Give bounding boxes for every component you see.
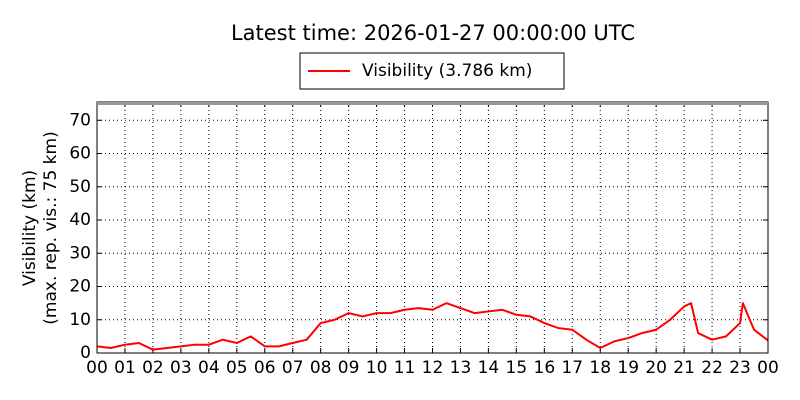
x-tick-label: 07	[282, 358, 304, 378]
y-tick-label: 10	[69, 310, 91, 330]
x-tick-label: 08	[310, 358, 332, 378]
x-tick-label: 17	[561, 358, 583, 378]
chart-title: Latest time: 2026-01-27 00:00:00 UTC	[231, 21, 635, 45]
x-tick-label: 05	[226, 358, 248, 378]
y-tick-label: 20	[69, 277, 91, 297]
x-tick-label: 16	[534, 358, 556, 378]
x-tick-label: 15	[506, 358, 528, 378]
x-tick-label: 01	[114, 358, 136, 378]
y-tick-label: 40	[69, 210, 91, 230]
y-axis-label: Visibility (km) (max. rep. vis.: 75 km)	[20, 131, 61, 324]
y-tick-label: 70	[69, 110, 91, 130]
x-tick-label: 12	[422, 358, 444, 378]
x-tick-label: 11	[394, 358, 416, 378]
x-tick-label: 19	[617, 358, 639, 378]
x-tick-label: 21	[673, 358, 695, 378]
y-tick-label: 50	[69, 177, 91, 197]
x-tick-label: 02	[142, 358, 164, 378]
x-tick-label: 09	[338, 358, 360, 378]
x-tick-label: 13	[450, 358, 472, 378]
x-tick-label: 18	[589, 358, 611, 378]
y-tick-label: 30	[69, 243, 91, 263]
x-tick-label: 23	[729, 358, 751, 378]
x-tick-label: 04	[198, 358, 220, 378]
x-tick-label: 20	[645, 358, 667, 378]
legend-label: Visibility (3.786 km)	[362, 61, 532, 81]
x-tick-label: 06	[254, 358, 276, 378]
x-tick-label: 10	[366, 358, 388, 378]
y-label-line: Visibility (km)	[20, 170, 40, 286]
y-tick-label: 0	[80, 343, 91, 363]
x-tick-label: 14	[478, 358, 500, 378]
x-tick-label: 00	[86, 358, 108, 378]
data-line	[96, 302, 769, 351]
y-tick-label: 60	[69, 144, 91, 164]
y-label-line: (max. rep. vis.: 75 km)	[41, 131, 61, 324]
x-tick-label: 03	[170, 358, 192, 378]
x-tick-label: 22	[701, 358, 723, 378]
x-tick-label: 00	[757, 358, 779, 378]
